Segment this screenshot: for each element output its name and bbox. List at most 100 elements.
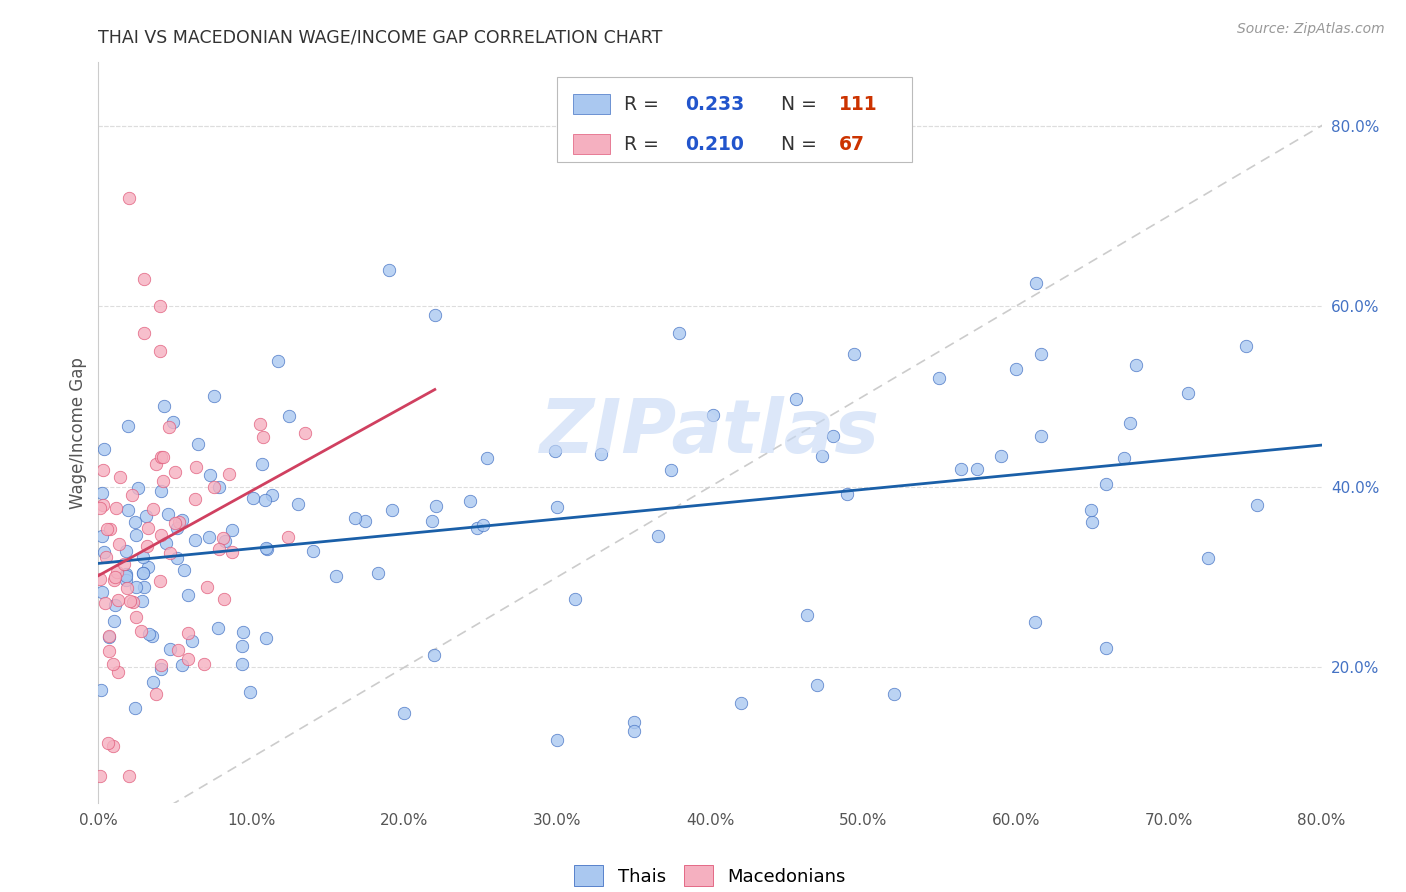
Point — [170, 658, 193, 673]
Point — [1031, 347, 1053, 361]
Point — [103, 739, 125, 753]
Point — [107, 665, 129, 680]
Text: R =: R = — [624, 95, 665, 113]
Point — [546, 732, 568, 747]
Point — [134, 580, 156, 594]
Point — [117, 503, 139, 517]
Text: 67: 67 — [838, 135, 865, 153]
Point — [115, 567, 138, 582]
Point — [785, 392, 807, 406]
Point — [150, 662, 173, 676]
Point — [167, 643, 190, 657]
Point — [883, 688, 905, 702]
Point — [120, 594, 142, 608]
Point — [367, 566, 389, 580]
Point — [177, 652, 200, 666]
Point — [141, 629, 163, 643]
Point — [221, 524, 243, 538]
Point — [1177, 386, 1199, 401]
Point — [117, 419, 139, 434]
Point — [231, 657, 253, 672]
Point — [966, 462, 988, 476]
Point — [184, 459, 207, 474]
Point — [101, 657, 124, 671]
Point — [93, 498, 115, 512]
Point — [149, 484, 172, 499]
Text: 0.233: 0.233 — [686, 95, 745, 113]
Point — [131, 594, 153, 608]
Point — [149, 527, 172, 541]
FancyBboxPatch shape — [557, 78, 912, 162]
Point — [198, 467, 221, 482]
Point — [97, 629, 120, 643]
Point — [103, 614, 125, 628]
Point — [423, 308, 446, 322]
Point — [163, 516, 186, 530]
Point — [589, 446, 612, 460]
Point — [135, 509, 157, 524]
Point — [1031, 428, 1053, 442]
Point — [420, 514, 443, 528]
Point — [214, 533, 236, 548]
Point — [94, 550, 117, 565]
Point — [256, 542, 278, 557]
Point — [1095, 476, 1118, 491]
Point — [142, 501, 165, 516]
Point — [124, 701, 146, 715]
Point — [121, 488, 143, 502]
Point — [177, 626, 200, 640]
Point — [132, 550, 155, 565]
Point — [121, 595, 143, 609]
Point — [157, 420, 180, 434]
Text: N =: N = — [769, 135, 823, 153]
Point — [208, 541, 231, 556]
Point — [107, 593, 129, 607]
Point — [254, 631, 277, 645]
Point — [127, 481, 149, 495]
Point — [990, 449, 1012, 463]
Point — [167, 515, 190, 529]
Point — [89, 572, 111, 586]
Point — [260, 488, 283, 502]
Point — [183, 492, 205, 507]
Point — [252, 457, 274, 471]
Point — [623, 723, 645, 738]
Point — [125, 610, 148, 624]
Point — [125, 528, 148, 542]
Point — [702, 408, 724, 422]
Point — [93, 545, 115, 559]
Point — [134, 326, 156, 341]
Point — [458, 493, 481, 508]
Point — [136, 521, 159, 535]
Point — [129, 624, 152, 638]
Point — [1125, 358, 1147, 372]
Point — [249, 417, 271, 432]
Point — [149, 299, 172, 313]
Point — [212, 592, 235, 607]
Point — [132, 566, 155, 581]
Point — [97, 643, 120, 657]
FancyBboxPatch shape — [574, 94, 610, 114]
Point — [104, 500, 127, 515]
Point — [544, 444, 567, 458]
Point — [98, 522, 121, 536]
Point — [163, 465, 186, 479]
Point — [149, 658, 172, 673]
Point — [115, 581, 138, 595]
Point — [103, 574, 125, 588]
Point — [118, 191, 141, 205]
Point — [155, 536, 177, 550]
Point — [1246, 498, 1268, 512]
Point — [242, 491, 264, 505]
Point — [136, 560, 159, 574]
Point — [647, 529, 669, 543]
Point — [294, 426, 316, 441]
Point — [422, 648, 444, 662]
Point — [90, 529, 112, 543]
Text: THAI VS MACEDONIAN WAGE/INCOME GAP CORRELATION CHART: THAI VS MACEDONIAN WAGE/INCOME GAP CORRE… — [98, 29, 662, 47]
Point — [91, 463, 114, 477]
Point — [94, 596, 117, 610]
Point — [231, 640, 253, 654]
Point — [253, 493, 276, 508]
Point — [221, 544, 243, 558]
